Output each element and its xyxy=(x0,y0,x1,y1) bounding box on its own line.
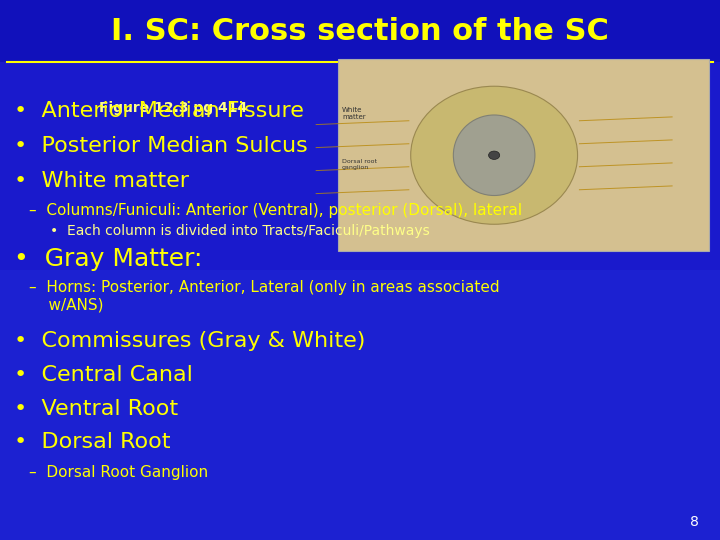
FancyBboxPatch shape xyxy=(0,0,720,62)
Text: •  Central Canal: • Central Canal xyxy=(14,365,193,386)
Polygon shape xyxy=(0,270,720,540)
Text: •  Anterior Median Fissure: • Anterior Median Fissure xyxy=(14,100,305,121)
Text: White
matter: White matter xyxy=(342,106,366,119)
Text: I. SC: Cross section of the SC: I. SC: Cross section of the SC xyxy=(111,17,609,46)
Circle shape xyxy=(489,151,500,159)
Ellipse shape xyxy=(410,86,577,224)
Text: •  Posterior Median Sulcus: • Posterior Median Sulcus xyxy=(14,136,308,156)
Text: •  Commissures (Gray & White): • Commissures (Gray & White) xyxy=(14,331,366,352)
FancyBboxPatch shape xyxy=(338,59,709,251)
Text: •  Dorsal Root: • Dorsal Root xyxy=(14,432,171,453)
Ellipse shape xyxy=(454,115,535,195)
Text: •  Ventral Root: • Ventral Root xyxy=(14,399,179,419)
Text: –  Dorsal Root Ganglion: – Dorsal Root Ganglion xyxy=(29,465,208,480)
Text: •  Gray Matter:: • Gray Matter: xyxy=(14,247,203,271)
Text: –  Columns/Funiculi: Anterior (Ventral), posterior (Dorsal), lateral: – Columns/Funiculi: Anterior (Ventral), … xyxy=(29,203,522,218)
Text: •  White matter: • White matter xyxy=(14,171,189,191)
Text: Figure 12.3 pg 414: Figure 12.3 pg 414 xyxy=(99,101,247,115)
Text: 8: 8 xyxy=(690,515,698,529)
Text: •  Each column is divided into Tracts/Faciculi/Pathways: • Each column is divided into Tracts/Fac… xyxy=(50,224,430,238)
Text: –  Horns: Posterior, Anterior, Lateral (only in areas associated
    w/ANS): – Horns: Posterior, Anterior, Lateral (o… xyxy=(29,280,500,312)
Text: Dorsal root
ganglion: Dorsal root ganglion xyxy=(342,159,377,170)
